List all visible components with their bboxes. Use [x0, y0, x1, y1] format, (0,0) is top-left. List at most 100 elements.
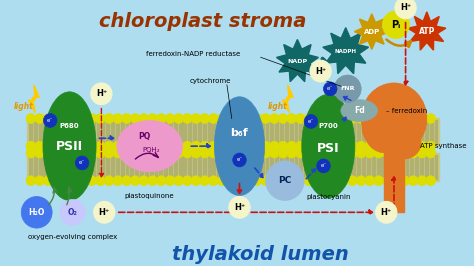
Circle shape	[200, 176, 210, 186]
Bar	[227, 155, 230, 179]
Bar	[367, 155, 370, 179]
Circle shape	[70, 141, 79, 151]
Circle shape	[52, 141, 62, 151]
Text: PC: PC	[278, 176, 292, 185]
Circle shape	[96, 148, 105, 158]
Circle shape	[174, 176, 183, 186]
Bar	[256, 120, 259, 144]
Bar	[323, 120, 327, 144]
Circle shape	[383, 176, 392, 186]
Bar	[155, 120, 157, 144]
Bar	[183, 120, 186, 144]
Circle shape	[182, 141, 192, 151]
Bar	[38, 120, 42, 144]
Bar	[140, 120, 143, 144]
Ellipse shape	[117, 120, 182, 172]
Circle shape	[209, 148, 218, 158]
Circle shape	[130, 114, 140, 123]
Bar	[406, 120, 409, 144]
Circle shape	[113, 141, 123, 151]
Circle shape	[313, 114, 322, 123]
Text: e⁻: e⁻	[308, 119, 314, 124]
Bar	[82, 120, 85, 144]
Circle shape	[78, 176, 88, 186]
Circle shape	[75, 156, 89, 170]
Text: e⁻: e⁻	[327, 86, 333, 91]
Bar	[106, 120, 109, 144]
Circle shape	[26, 114, 36, 123]
Bar	[116, 120, 119, 144]
Bar	[265, 120, 268, 144]
Circle shape	[391, 176, 401, 186]
Text: plastoquinone: plastoquinone	[125, 193, 174, 198]
Circle shape	[400, 114, 410, 123]
Circle shape	[139, 148, 149, 158]
Bar	[140, 155, 143, 179]
Circle shape	[122, 148, 131, 158]
Bar	[309, 155, 312, 179]
Bar	[222, 155, 225, 179]
Bar	[150, 120, 153, 144]
Circle shape	[35, 148, 45, 158]
Ellipse shape	[302, 94, 355, 198]
Circle shape	[191, 176, 201, 186]
Bar	[188, 155, 191, 179]
Circle shape	[226, 148, 236, 158]
Text: H₂O: H₂O	[28, 208, 45, 217]
Circle shape	[391, 114, 401, 123]
Bar	[77, 120, 80, 144]
Circle shape	[44, 148, 53, 158]
Circle shape	[287, 148, 296, 158]
Text: e⁻: e⁻	[47, 118, 54, 123]
Bar	[217, 155, 220, 179]
Text: H⁺: H⁺	[96, 89, 107, 98]
Bar	[34, 120, 36, 144]
Circle shape	[87, 148, 97, 158]
Bar	[73, 120, 75, 144]
Bar	[145, 120, 148, 144]
Bar	[92, 155, 95, 179]
Bar	[73, 155, 75, 179]
Text: PSII: PSII	[56, 140, 83, 153]
Circle shape	[304, 176, 314, 186]
Circle shape	[165, 148, 175, 158]
Circle shape	[295, 176, 305, 186]
Circle shape	[409, 114, 418, 123]
Bar	[256, 155, 259, 179]
Ellipse shape	[368, 94, 410, 129]
Bar	[377, 155, 380, 179]
Text: thylakoid lumen: thylakoid lumen	[173, 245, 349, 264]
Bar	[169, 155, 172, 179]
Circle shape	[304, 114, 314, 123]
Circle shape	[269, 114, 279, 123]
Circle shape	[287, 141, 296, 151]
Circle shape	[374, 176, 383, 186]
Circle shape	[44, 176, 53, 186]
Bar	[169, 120, 172, 144]
Bar	[290, 120, 292, 144]
Bar	[68, 155, 71, 179]
Circle shape	[21, 197, 52, 228]
Bar	[294, 155, 297, 179]
Circle shape	[139, 141, 149, 151]
Circle shape	[235, 148, 244, 158]
Circle shape	[278, 114, 288, 123]
Circle shape	[200, 148, 210, 158]
Bar	[270, 155, 273, 179]
Bar	[372, 120, 374, 144]
Bar	[227, 120, 230, 144]
Text: plastocyanin: plastocyanin	[306, 194, 351, 201]
Circle shape	[365, 114, 374, 123]
Circle shape	[374, 141, 383, 151]
Bar	[347, 120, 351, 144]
Circle shape	[78, 114, 88, 123]
Bar	[53, 120, 56, 144]
Bar	[328, 120, 331, 144]
Bar	[410, 155, 413, 179]
Bar	[251, 155, 254, 179]
Ellipse shape	[386, 127, 421, 159]
Bar	[300, 155, 302, 179]
Bar	[333, 120, 336, 144]
Circle shape	[113, 114, 123, 123]
Circle shape	[339, 141, 348, 151]
